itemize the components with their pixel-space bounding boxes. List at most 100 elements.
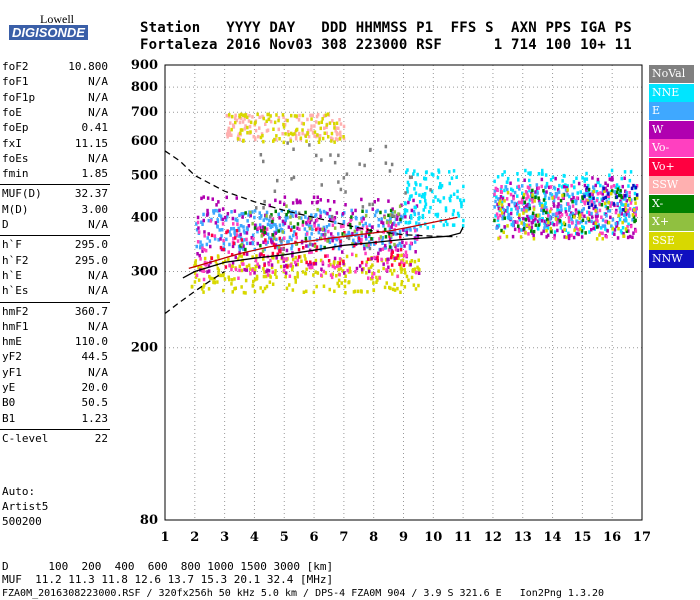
data-point — [307, 216, 311, 221]
data-point — [607, 200, 610, 205]
data-point — [500, 211, 504, 215]
data-point — [239, 232, 242, 237]
data-point — [599, 191, 602, 195]
data-point — [261, 225, 265, 229]
data-point — [628, 214, 631, 218]
data-point — [338, 257, 342, 261]
data-point — [399, 219, 403, 224]
data-point — [283, 123, 287, 127]
data-point — [527, 232, 530, 236]
data-point — [621, 220, 624, 225]
data-point — [595, 237, 599, 241]
data-point — [362, 244, 366, 248]
data-point — [335, 131, 338, 135]
data-point — [540, 177, 544, 182]
data-point — [308, 143, 311, 147]
data-point — [586, 210, 589, 214]
data-point — [343, 233, 346, 237]
data-point — [391, 207, 394, 211]
data-point — [379, 210, 382, 215]
data-point — [271, 224, 274, 228]
data-point — [414, 250, 417, 254]
data-point — [559, 226, 563, 230]
data-point — [370, 237, 373, 241]
data-point — [347, 270, 351, 274]
data-point — [426, 226, 429, 230]
data-point — [381, 241, 384, 245]
data-point — [246, 115, 249, 120]
data-point — [582, 192, 586, 197]
data-point — [340, 281, 343, 285]
data-point — [228, 242, 231, 247]
data-point — [525, 197, 528, 201]
data-point — [202, 212, 205, 217]
data-point — [604, 219, 607, 224]
data-point — [585, 186, 589, 190]
data-point — [409, 228, 412, 232]
data-point — [316, 133, 319, 137]
data-point — [322, 269, 326, 274]
data-point — [420, 194, 424, 199]
data-point — [575, 210, 578, 215]
data-point — [262, 116, 265, 121]
x-tick-label: 14 — [544, 530, 562, 545]
data-point — [273, 234, 276, 239]
data-point — [247, 119, 251, 123]
data-point — [381, 247, 385, 251]
data-point — [379, 248, 382, 252]
data-point — [532, 218, 535, 223]
data-point — [262, 218, 265, 222]
data-point — [498, 213, 502, 218]
data-point — [459, 198, 462, 202]
data-point — [256, 229, 259, 234]
param-row: hmF1 N/A — [2, 320, 108, 334]
data-point — [226, 129, 230, 133]
data-point — [314, 120, 318, 124]
data-point — [320, 233, 323, 237]
data-point — [620, 231, 624, 235]
param-row: hmF2 360.7 — [2, 305, 108, 319]
data-point — [452, 192, 456, 196]
data-point — [309, 216, 312, 221]
data-point — [531, 200, 534, 204]
data-point — [408, 243, 412, 248]
data-point — [393, 231, 397, 235]
data-point — [541, 168, 544, 173]
data-point — [567, 231, 570, 236]
data-point — [526, 185, 530, 189]
data-point — [312, 261, 316, 266]
param-separator — [0, 428, 110, 430]
data-point — [389, 286, 392, 291]
data-point — [574, 223, 578, 228]
data-point — [511, 234, 515, 239]
data-point — [216, 224, 219, 228]
x-tick-label: 3 — [220, 530, 229, 545]
legend-item: NNE — [649, 83, 694, 102]
data-point — [570, 211, 573, 215]
data-point — [351, 211, 354, 216]
data-point — [365, 263, 368, 267]
data-point — [317, 223, 320, 228]
data-point — [219, 245, 223, 250]
data-point — [536, 186, 539, 190]
data-point — [547, 196, 551, 201]
data-point — [448, 196, 451, 201]
data-point — [600, 215, 603, 219]
data-point — [265, 129, 269, 133]
data-point — [452, 169, 456, 173]
data-point — [615, 195, 619, 199]
param-row: foEp 0.41 — [2, 121, 108, 135]
data-point — [231, 244, 235, 249]
data-point — [499, 195, 503, 199]
data-point — [322, 233, 325, 237]
y-tick-label: 300 — [131, 265, 158, 280]
data-point — [231, 216, 235, 221]
data-point — [496, 216, 500, 220]
data-point — [500, 228, 503, 233]
param-row: h`Es N/A — [2, 284, 108, 298]
data-point — [215, 203, 218, 207]
y-tick-label: 900 — [131, 58, 158, 73]
data-point — [451, 212, 455, 217]
data-point — [375, 280, 378, 284]
param-value: 11.15 — [74, 136, 108, 150]
